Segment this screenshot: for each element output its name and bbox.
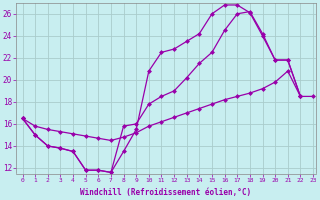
X-axis label: Windchill (Refroidissement éolien,°C): Windchill (Refroidissement éolien,°C) xyxy=(80,188,252,197)
